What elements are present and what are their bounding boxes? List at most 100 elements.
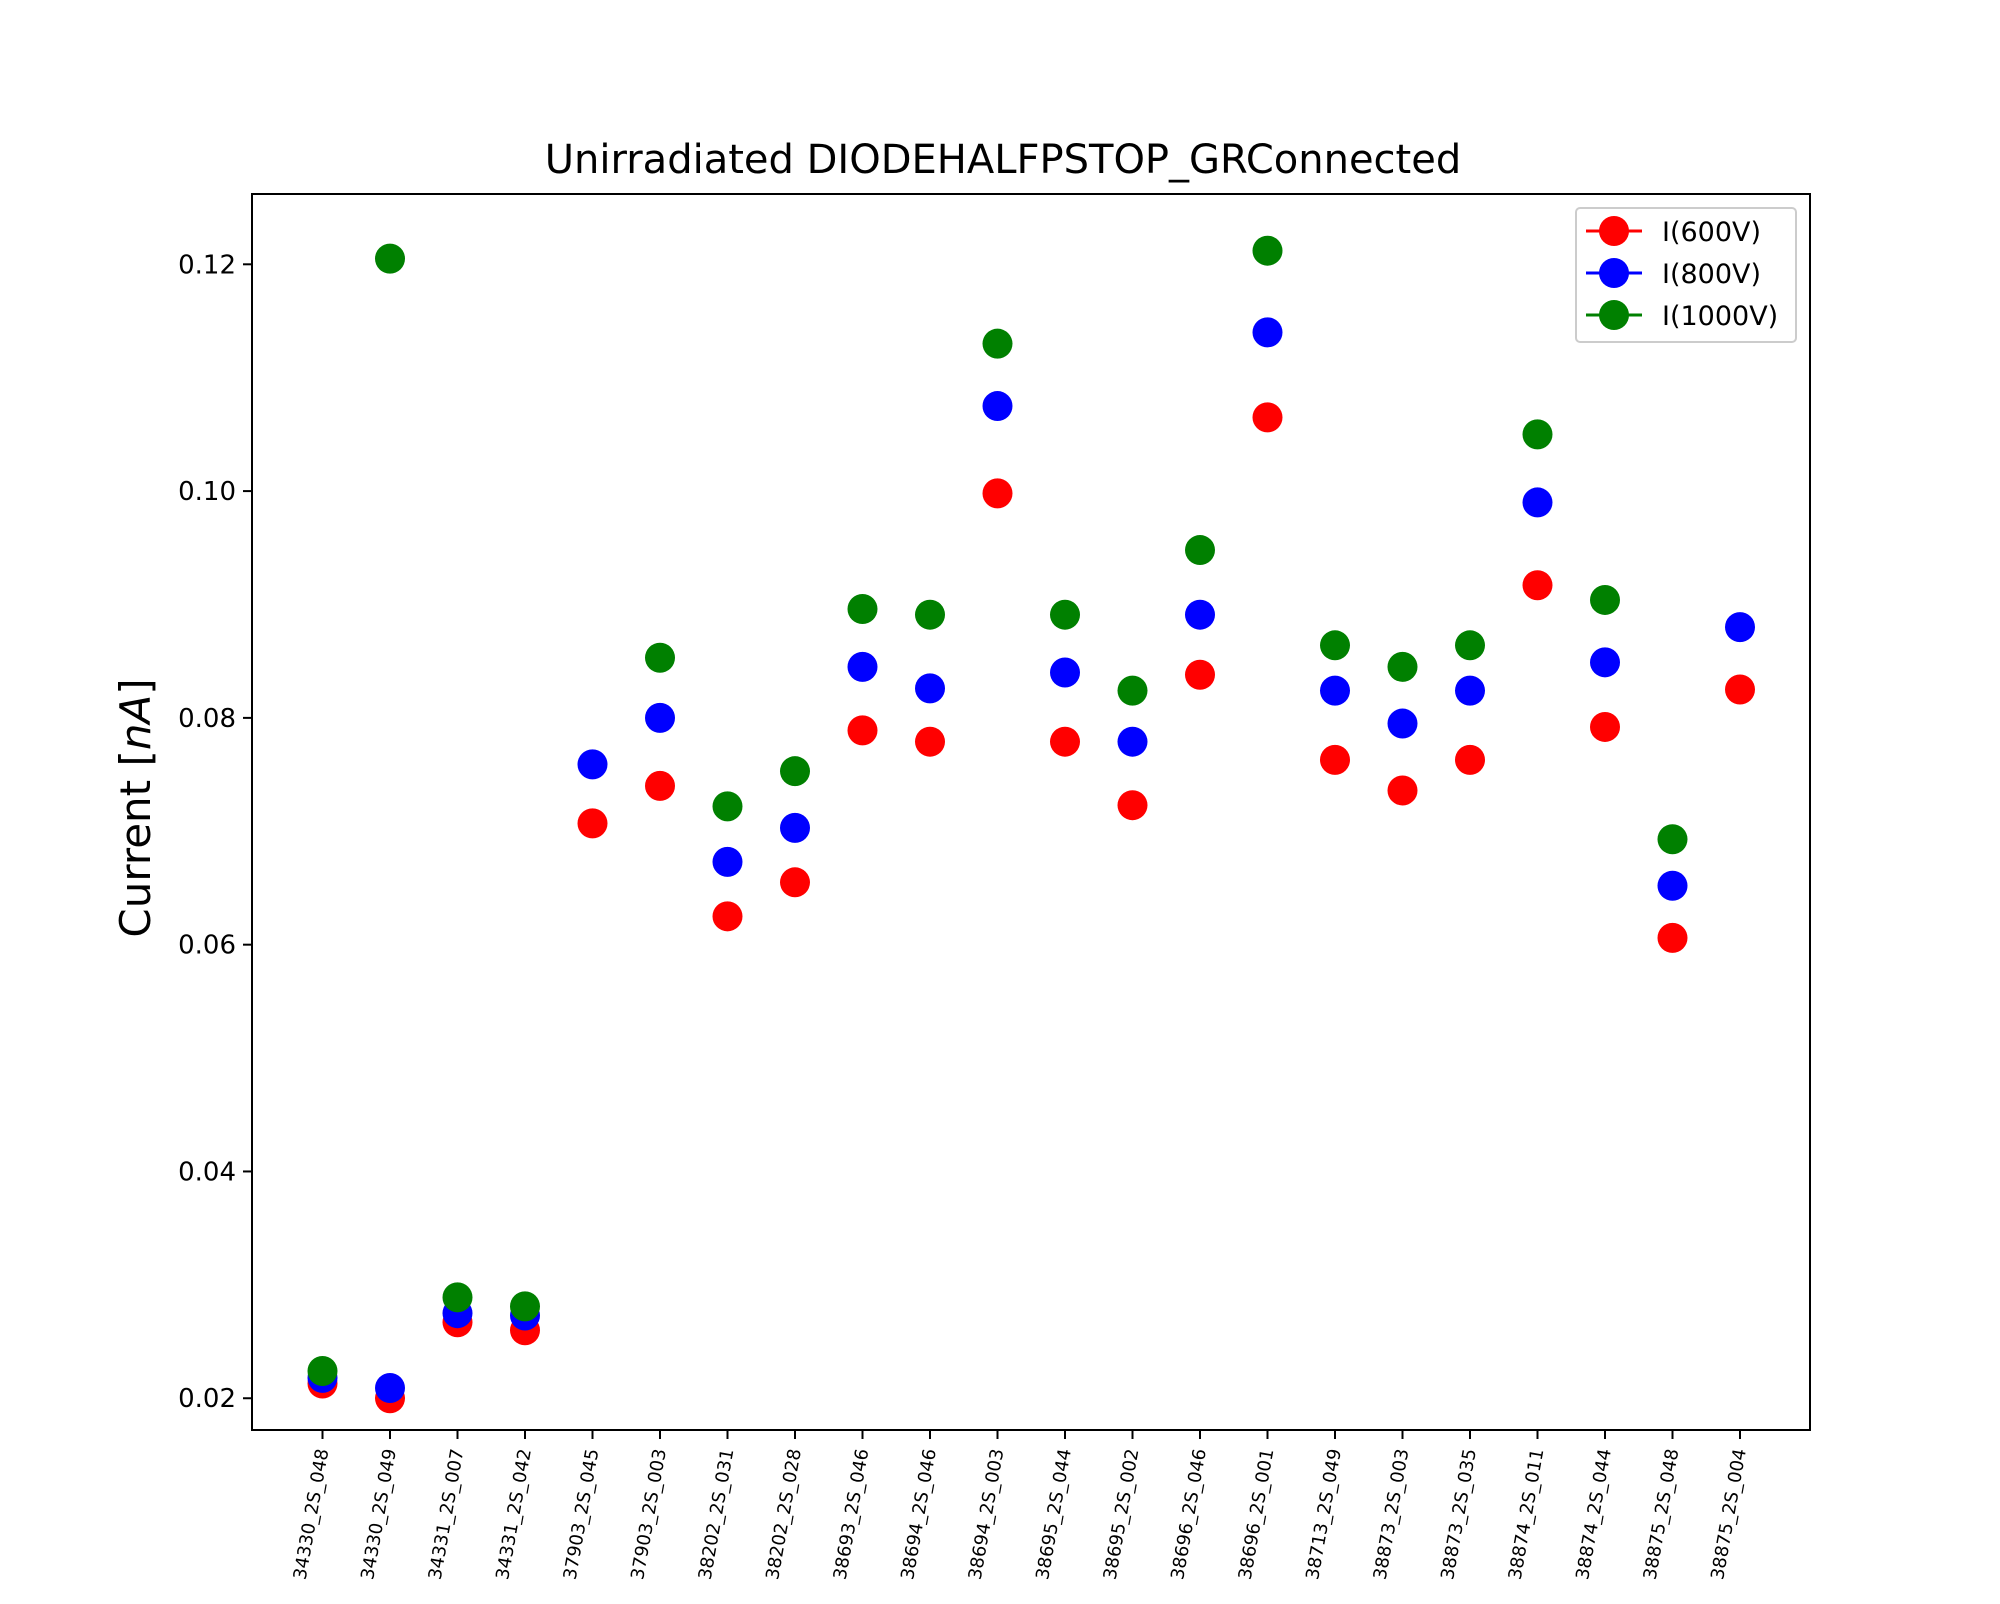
data-point (1387, 775, 1418, 806)
x-tick-label: 37903_2S_045 (560, 1447, 604, 1581)
y-tick-label: 0.10 (178, 477, 236, 507)
y-tick-label: 0.12 (178, 250, 236, 280)
data-point (577, 808, 608, 839)
y-axis-label: Current [nA] (111, 678, 160, 937)
legend-marker (1599, 300, 1629, 330)
data-point (1050, 726, 1080, 757)
data-point (1185, 659, 1215, 690)
data-point (1455, 744, 1485, 775)
data-point (1252, 402, 1283, 433)
data-point (1117, 726, 1148, 757)
y-axis-label-unit: nA (111, 695, 160, 750)
data-point (1657, 870, 1688, 901)
data-point (1590, 584, 1620, 615)
y-tick-label: 0.04 (178, 1157, 236, 1187)
data-point (1117, 675, 1148, 706)
legend-label: I(600V) (1662, 217, 1761, 248)
data-point (1590, 711, 1620, 742)
x-tick-label: 38873_2S_003 (1370, 1447, 1414, 1581)
legend-label: I(800V) (1662, 259, 1761, 290)
x-tick-label: 38694_2S_046 (897, 1447, 941, 1581)
data-point (1387, 651, 1418, 682)
x-tick-label: 38873_2S_035 (1437, 1447, 1481, 1581)
data-point (1522, 419, 1553, 450)
data-point (712, 846, 743, 877)
y-tick-label: 0.08 (178, 704, 236, 734)
data-point (1185, 599, 1215, 630)
data-point (847, 594, 878, 625)
data-point (1320, 744, 1350, 775)
data-point (847, 715, 878, 746)
data-point (712, 901, 743, 932)
x-tick-label: 38875_2S_004 (1707, 1447, 1751, 1581)
data-point (1725, 674, 1755, 705)
data-point (1522, 487, 1553, 518)
data-point (915, 599, 945, 630)
x-tick-label: 38874_2S_044 (1572, 1447, 1616, 1581)
x-tick-label: 38875_2S_048 (1640, 1447, 1684, 1581)
data-point (375, 243, 405, 274)
y-tick-label: 0.02 (178, 1384, 236, 1414)
data-point (645, 702, 675, 733)
data-point (1657, 922, 1688, 953)
data-point (645, 642, 675, 673)
y-axis-label-text: Current [ (111, 750, 160, 937)
data-point (915, 726, 945, 757)
data-point (1320, 675, 1350, 706)
data-point (1657, 824, 1688, 855)
legend-label: I(1000V) (1662, 301, 1778, 332)
x-tick-label: 38202_2S_031 (695, 1447, 739, 1581)
data-point (1252, 317, 1283, 348)
data-point (1455, 675, 1485, 706)
x-tick-label: 38694_2S_003 (965, 1447, 1009, 1581)
data-point (1185, 535, 1215, 566)
x-tick-label: 34331_2S_007 (425, 1447, 469, 1581)
x-tick-label: 34330_2S_048 (290, 1447, 334, 1581)
data-point (982, 328, 1013, 359)
x-tick-label: 34331_2S_042 (492, 1447, 536, 1581)
legend-entry: I(800V) (1586, 258, 1761, 290)
chart-title: Unirradiated DIODEHALFPSTOP_GRConnected (545, 137, 1461, 183)
data-point (780, 756, 810, 787)
x-tick-label: 38696_2S_046 (1167, 1447, 1211, 1581)
data-point (577, 749, 608, 780)
legend-entry: I(1000V) (1586, 300, 1778, 332)
data-point (1117, 790, 1148, 821)
data-point (1522, 570, 1553, 601)
x-tick-label: 38695_2S_002 (1100, 1447, 1144, 1581)
data-point (375, 1373, 405, 1404)
data-point (982, 478, 1013, 509)
y-axis-label-close: ] (111, 678, 160, 694)
legend-box (1575, 207, 1797, 343)
series-2 (307, 317, 1755, 1404)
data-point (780, 867, 810, 898)
plot-area: 0.02 0.04 0.06 0.08 0.10 0.12 34330_2S_048 3433… (178, 235, 1755, 1581)
legend: I(600V) I(800V) I(1000V) (1575, 207, 1797, 343)
legend-marker (1599, 216, 1629, 246)
x-tick-label: 38696_2S_001 (1235, 1447, 1279, 1581)
x-tick-label: 38874_2S_011 (1505, 1447, 1549, 1581)
data-point (847, 651, 878, 682)
series-3 (307, 235, 1688, 1387)
plot-frame (251, 193, 1811, 1431)
x-tick-label: 38713_2S_049 (1302, 1447, 1346, 1581)
data-point (1050, 657, 1080, 688)
data-point (915, 673, 945, 704)
data-point (1320, 630, 1350, 661)
data-point (982, 391, 1013, 422)
legend-entry: I(600V) (1586, 216, 1761, 248)
series-1 (307, 402, 1755, 1414)
data-point (780, 812, 810, 843)
x-tick-label: 38693_2S_046 (830, 1447, 874, 1581)
data-point (1455, 630, 1485, 661)
data-point (1050, 599, 1080, 630)
data-point (1387, 708, 1418, 739)
x-tick-label: 34330_2S_049 (357, 1447, 401, 1581)
y-tick-label: 0.06 (178, 931, 236, 961)
data-point (645, 770, 675, 801)
x-tick-label: 38202_2S_028 (762, 1447, 806, 1581)
legend-marker (1599, 258, 1629, 288)
data-point (307, 1356, 338, 1387)
